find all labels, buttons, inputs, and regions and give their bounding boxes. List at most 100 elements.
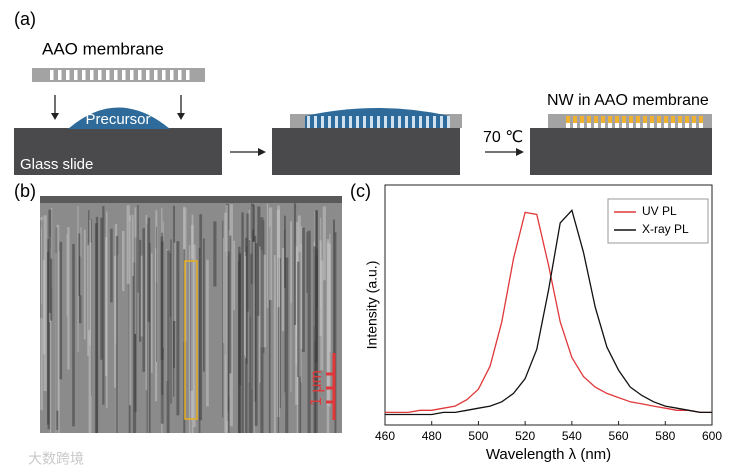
texture	[166, 250, 170, 433]
texture	[40, 216, 43, 411]
pore	[685, 123, 689, 128]
series-line	[385, 209, 712, 416]
texture	[145, 215, 148, 391]
pore	[162, 70, 166, 80]
pore	[580, 123, 584, 128]
texture	[140, 255, 144, 337]
nanowire	[587, 116, 591, 123]
panel-label: (a)	[14, 9, 36, 29]
pore	[321, 116, 324, 128]
texture	[246, 245, 248, 365]
glass-slide	[14, 128, 222, 175]
nanowire	[608, 116, 612, 123]
x-tick-label: 480	[422, 429, 442, 443]
watermark: 大数跨境	[28, 451, 84, 467]
pore	[608, 123, 612, 128]
texture	[254, 243, 258, 426]
texture	[250, 253, 254, 433]
pore	[391, 116, 394, 128]
texture	[169, 252, 171, 317]
texture	[206, 259, 209, 407]
legend-box	[607, 198, 709, 244]
pore	[622, 123, 626, 128]
texture	[246, 213, 250, 312]
panel-label: (c)	[350, 181, 371, 201]
nanowire	[573, 116, 577, 123]
x-tick-label: 540	[562, 429, 582, 443]
pore	[122, 70, 126, 80]
texture	[202, 238, 205, 372]
nanowire	[629, 116, 633, 123]
x-tick-label: 520	[515, 429, 535, 443]
nanowire	[594, 116, 598, 123]
texture	[110, 228, 113, 303]
pore	[419, 116, 422, 128]
pore	[314, 116, 317, 128]
pore	[405, 116, 408, 128]
texture	[142, 228, 146, 372]
texture	[102, 206, 105, 405]
texture	[332, 219, 335, 374]
texture	[94, 223, 98, 433]
texture	[50, 258, 53, 321]
pore	[356, 116, 359, 128]
pore	[447, 116, 450, 128]
texture	[315, 248, 319, 388]
precursor-label: Precursor	[85, 111, 150, 128]
texture	[137, 204, 139, 293]
texture	[277, 205, 280, 308]
texture	[155, 226, 157, 362]
nanowire	[622, 116, 626, 123]
texture	[121, 230, 125, 292]
texture	[273, 255, 276, 433]
nanowire	[643, 116, 647, 123]
texture	[129, 215, 132, 406]
nanowire	[601, 116, 605, 123]
pore	[412, 116, 415, 128]
texture	[293, 203, 297, 326]
pore	[587, 123, 591, 128]
pore	[377, 116, 380, 128]
pore	[384, 116, 387, 128]
texture	[250, 203, 254, 285]
texture	[46, 251, 50, 425]
texture	[326, 239, 330, 433]
pore	[58, 70, 62, 80]
pore	[650, 123, 654, 128]
pore	[433, 116, 436, 128]
glass-slide	[272, 128, 460, 175]
texture	[238, 252, 242, 386]
pore	[170, 70, 174, 80]
texture	[306, 232, 308, 293]
pore	[671, 123, 675, 128]
pore	[573, 123, 577, 128]
pore	[664, 123, 668, 128]
texture	[260, 217, 264, 433]
texture	[49, 248, 52, 433]
texture	[188, 245, 191, 433]
texture	[115, 236, 119, 433]
pore	[692, 123, 696, 128]
texture	[88, 242, 92, 433]
pore	[50, 70, 54, 80]
series-line	[385, 211, 712, 414]
texture	[66, 233, 68, 316]
pore	[335, 116, 338, 128]
texture	[148, 242, 151, 433]
nanowire	[685, 116, 689, 123]
nanowire	[650, 116, 654, 123]
texture	[78, 233, 81, 296]
texture	[173, 242, 176, 322]
texture	[55, 253, 57, 433]
pore	[66, 70, 70, 80]
texture	[225, 204, 229, 433]
texture	[77, 206, 79, 352]
y-axis-label: Intensity (a.u.)	[364, 261, 380, 350]
pore	[98, 70, 102, 80]
x-tick-label: 600	[702, 429, 722, 443]
highlight-box	[184, 260, 198, 420]
membrane-label: AAO membrane	[42, 39, 164, 58]
pore	[440, 116, 443, 128]
texture	[307, 230, 311, 433]
